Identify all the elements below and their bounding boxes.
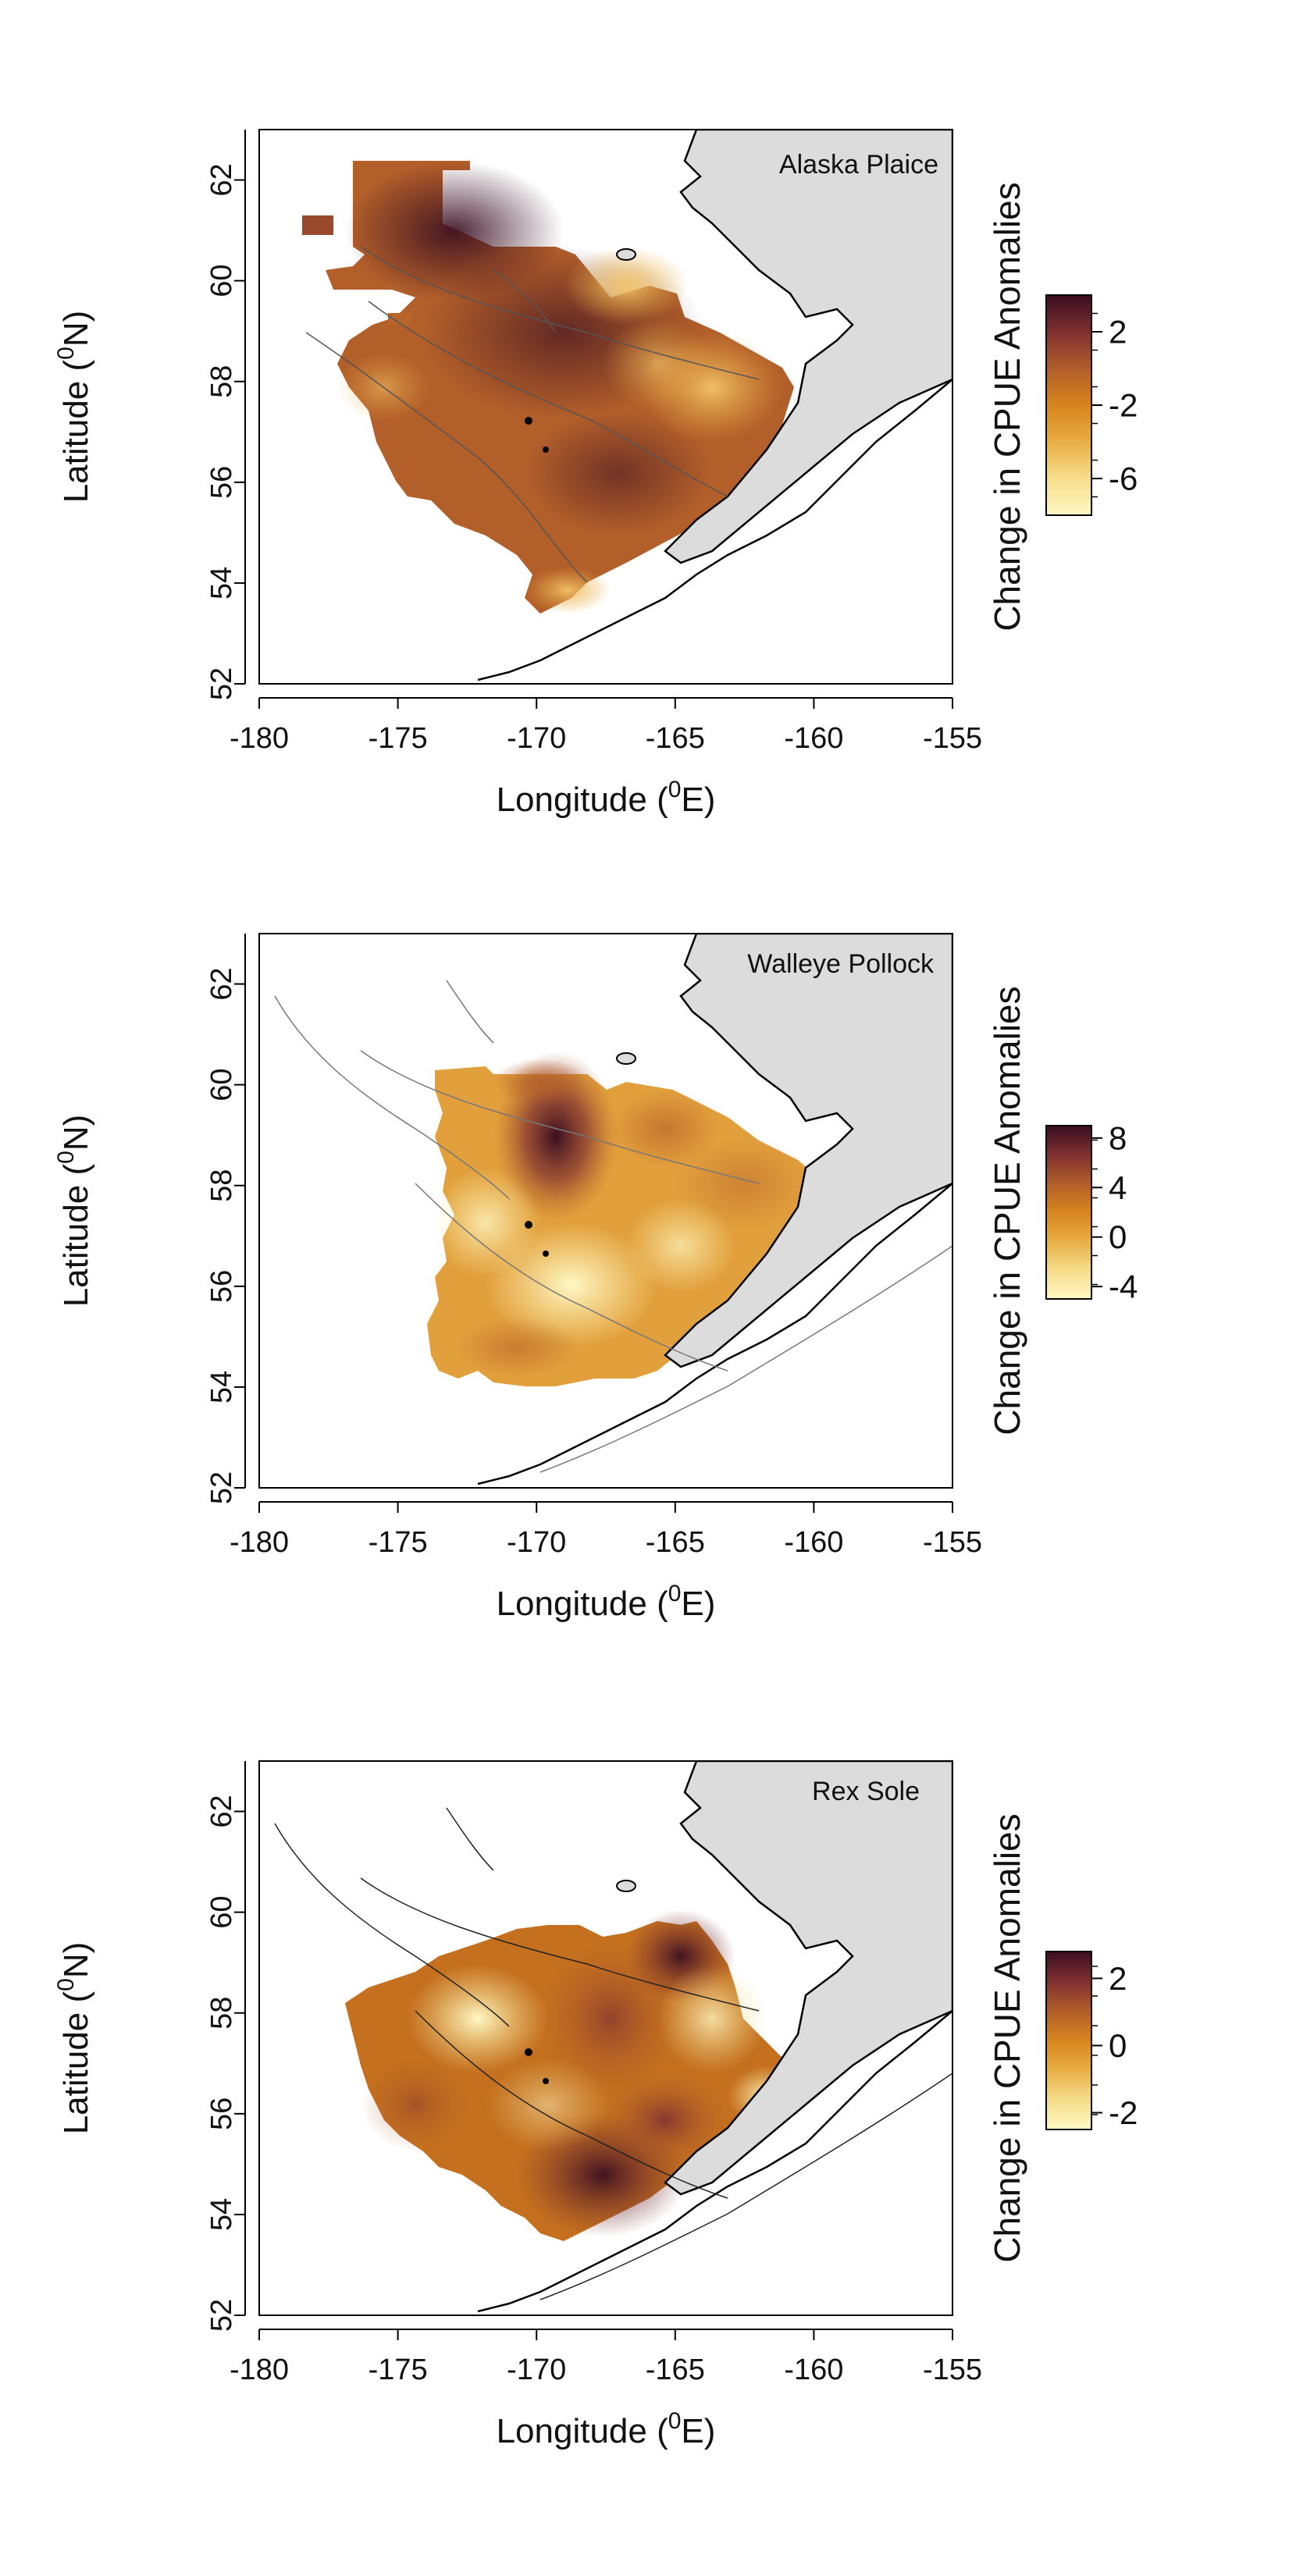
x-tick-label: -180: [230, 2354, 289, 2386]
panel-rex-sole: Rex Sole: [258, 1760, 953, 2316]
y-axis-label: Latitude (0N): [53, 1115, 95, 1308]
islands: [525, 1880, 636, 2084]
colorbar-ramp: [1045, 294, 1092, 516]
x-axis-label: Longitude (0E): [497, 777, 716, 819]
x-tick-label: -175: [369, 1526, 428, 1559]
coastline-peninsula: [477, 2010, 953, 2313]
islands: [525, 248, 636, 453]
land-mass: [664, 934, 953, 1368]
colorbar-ramp: [1045, 1125, 1092, 1300]
species-label: Rex Sole: [812, 1777, 920, 1806]
y-tick-label: 62: [205, 967, 238, 1000]
colorbar-tick-label: 0: [1109, 2027, 1127, 2064]
y-tick-label: 62: [205, 163, 238, 196]
land-mass: [664, 130, 953, 564]
panel-axes-0: -180 -175 -170 -165 -160 -155 52 54 56 58 60 62 Long…: [53, 130, 982, 819]
y-axis-label: Latitude (0N): [53, 311, 95, 503]
species-label: Walleye Pollock: [747, 949, 935, 979]
colorbar-ramp: [1045, 1951, 1092, 2130]
species-label: Alaska Plaice: [779, 150, 938, 180]
x-tick-label: -155: [923, 1526, 982, 1559]
y-tick-label: 58: [205, 1997, 238, 2030]
colorbar-tick-label: 0: [1109, 1219, 1127, 1255]
x-tick-label: -160: [784, 2354, 843, 2386]
islands: [525, 1052, 636, 1257]
x-axis-label: Longitude (0E): [497, 1581, 716, 1623]
x-tick-label: -160: [784, 1526, 843, 1559]
y-tick-label: 52: [205, 667, 238, 700]
cpue-field: [302, 161, 794, 614]
y-tick-label: 54: [205, 567, 238, 600]
colorbar-title: Change in CPUE Anomalies: [987, 1813, 1027, 2262]
x-tick-label: -155: [923, 722, 982, 755]
x-tick-label: -180: [230, 722, 289, 755]
x-tick-label: -165: [646, 1526, 705, 1559]
y-tick-label: 58: [205, 1169, 238, 1202]
x-tick-label: -170: [507, 722, 566, 755]
colorbar-tick-label: 2: [1109, 314, 1127, 350]
colorbar-title: Change in CPUE Anomalies: [987, 986, 1027, 1435]
y-tick-label: 56: [205, 466, 238, 499]
x-tick-label: -155: [923, 2354, 982, 2386]
x-tick-label: -165: [646, 722, 705, 755]
depth-contours: [274, 1807, 953, 2300]
depth-contours: [305, 246, 760, 583]
axes-layer: -180 -175 -170 -165 -160 -155 52 54 56 58 60 62 Long…: [53, 130, 982, 2450]
colorbar-0: 2 -2 -6 Change in CPUE Anomalies: [987, 182, 1138, 631]
y-tick-label: 62: [205, 1795, 238, 1827]
x-axis-label: Longitude (0E): [497, 2408, 716, 2450]
y-tick-label: 52: [205, 1471, 238, 1504]
y-tick-label: 58: [205, 365, 238, 398]
x-tick-label: -160: [784, 722, 843, 755]
coastline-peninsula: [477, 379, 953, 681]
y-tick-label: 52: [205, 2299, 238, 2332]
y-axis-label: Latitude (0N): [53, 1942, 95, 2135]
panel-alaska-plaice: Alaska Plaice: [258, 129, 953, 685]
y-tick-label: 56: [205, 1270, 238, 1303]
land-mass: [664, 1761, 953, 2196]
x-tick-label: -175: [369, 722, 428, 755]
y-tick-label: 54: [205, 1371, 238, 1404]
x-tick-label: -170: [507, 2354, 566, 2386]
colorbar-tick-label: -6: [1109, 461, 1138, 497]
colorbar-tick-label: 2: [1109, 1960, 1127, 1997]
y-tick-label: 60: [205, 1068, 238, 1101]
colorbar-tick-label: -2: [1109, 2094, 1138, 2131]
y-tick-label: 60: [205, 264, 238, 297]
colorbar-tick-label: 8: [1109, 1119, 1127, 1156]
plot-frame: [258, 1760, 953, 2316]
colorbar-title: Change in CPUE Anomalies: [987, 182, 1027, 631]
y-tick-label: 56: [205, 2097, 238, 2130]
colorbar-tick-label: 4: [1109, 1169, 1127, 1206]
depth-contours: [274, 980, 953, 1473]
colorbar-1: 8 4 0 -4 Change in CPUE Anomalies: [987, 986, 1138, 1435]
plot-frame: [258, 129, 953, 685]
plot-frame: [258, 933, 953, 1489]
x-tick-label: -165: [646, 2354, 705, 2386]
panel-axes-2: -180 -175 -170 -165 -160 -155 52 54 56 58 60 62 Long…: [53, 1761, 982, 2450]
colorbar-layer: 2 -2 -6 Change in CPUE Anomalies 8 4 0 -4 Change…: [987, 182, 1138, 2262]
x-tick-label: -170: [507, 1526, 566, 1559]
x-tick-label: -180: [230, 1526, 289, 1559]
y-tick-label: 60: [205, 1895, 238, 1928]
colorbar-tick-label: -4: [1109, 1268, 1138, 1305]
y-tick-label: 54: [205, 2198, 238, 2231]
panel-walleye-pollock: Walleye Pollock: [258, 933, 953, 1489]
colorbar-2: 2 0 -2 Change in CPUE Anomalies: [987, 1813, 1138, 2262]
panel-axes-1: -180 -175 -170 -165 -160 -155 52 54 56 58 60 62 Long…: [53, 934, 982, 1623]
colorbar-tick-label: -2: [1109, 387, 1138, 424]
coastline-peninsula: [477, 1183, 953, 1485]
x-tick-label: -175: [369, 2354, 428, 2386]
